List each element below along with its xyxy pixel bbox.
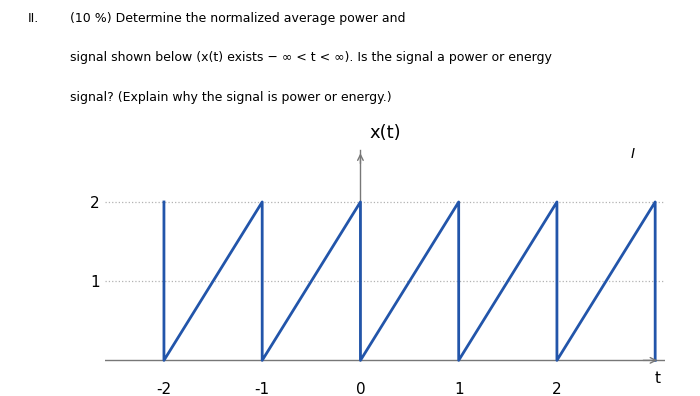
Text: (10 %) Determine the normalized average power and: (10 %) Determine the normalized average … bbox=[70, 12, 410, 25]
Text: I: I bbox=[631, 147, 635, 162]
Text: II.: II. bbox=[28, 12, 39, 25]
Text: signal shown below (x(t) exists − ∞ < t < ∞). Is the signal a power or energy: signal shown below (x(t) exists − ∞ < t … bbox=[70, 51, 552, 65]
Title: x(t): x(t) bbox=[369, 124, 401, 142]
Text: t: t bbox=[654, 371, 660, 386]
Text: signal? (Explain why the signal is power or energy.): signal? (Explain why the signal is power… bbox=[70, 91, 391, 104]
